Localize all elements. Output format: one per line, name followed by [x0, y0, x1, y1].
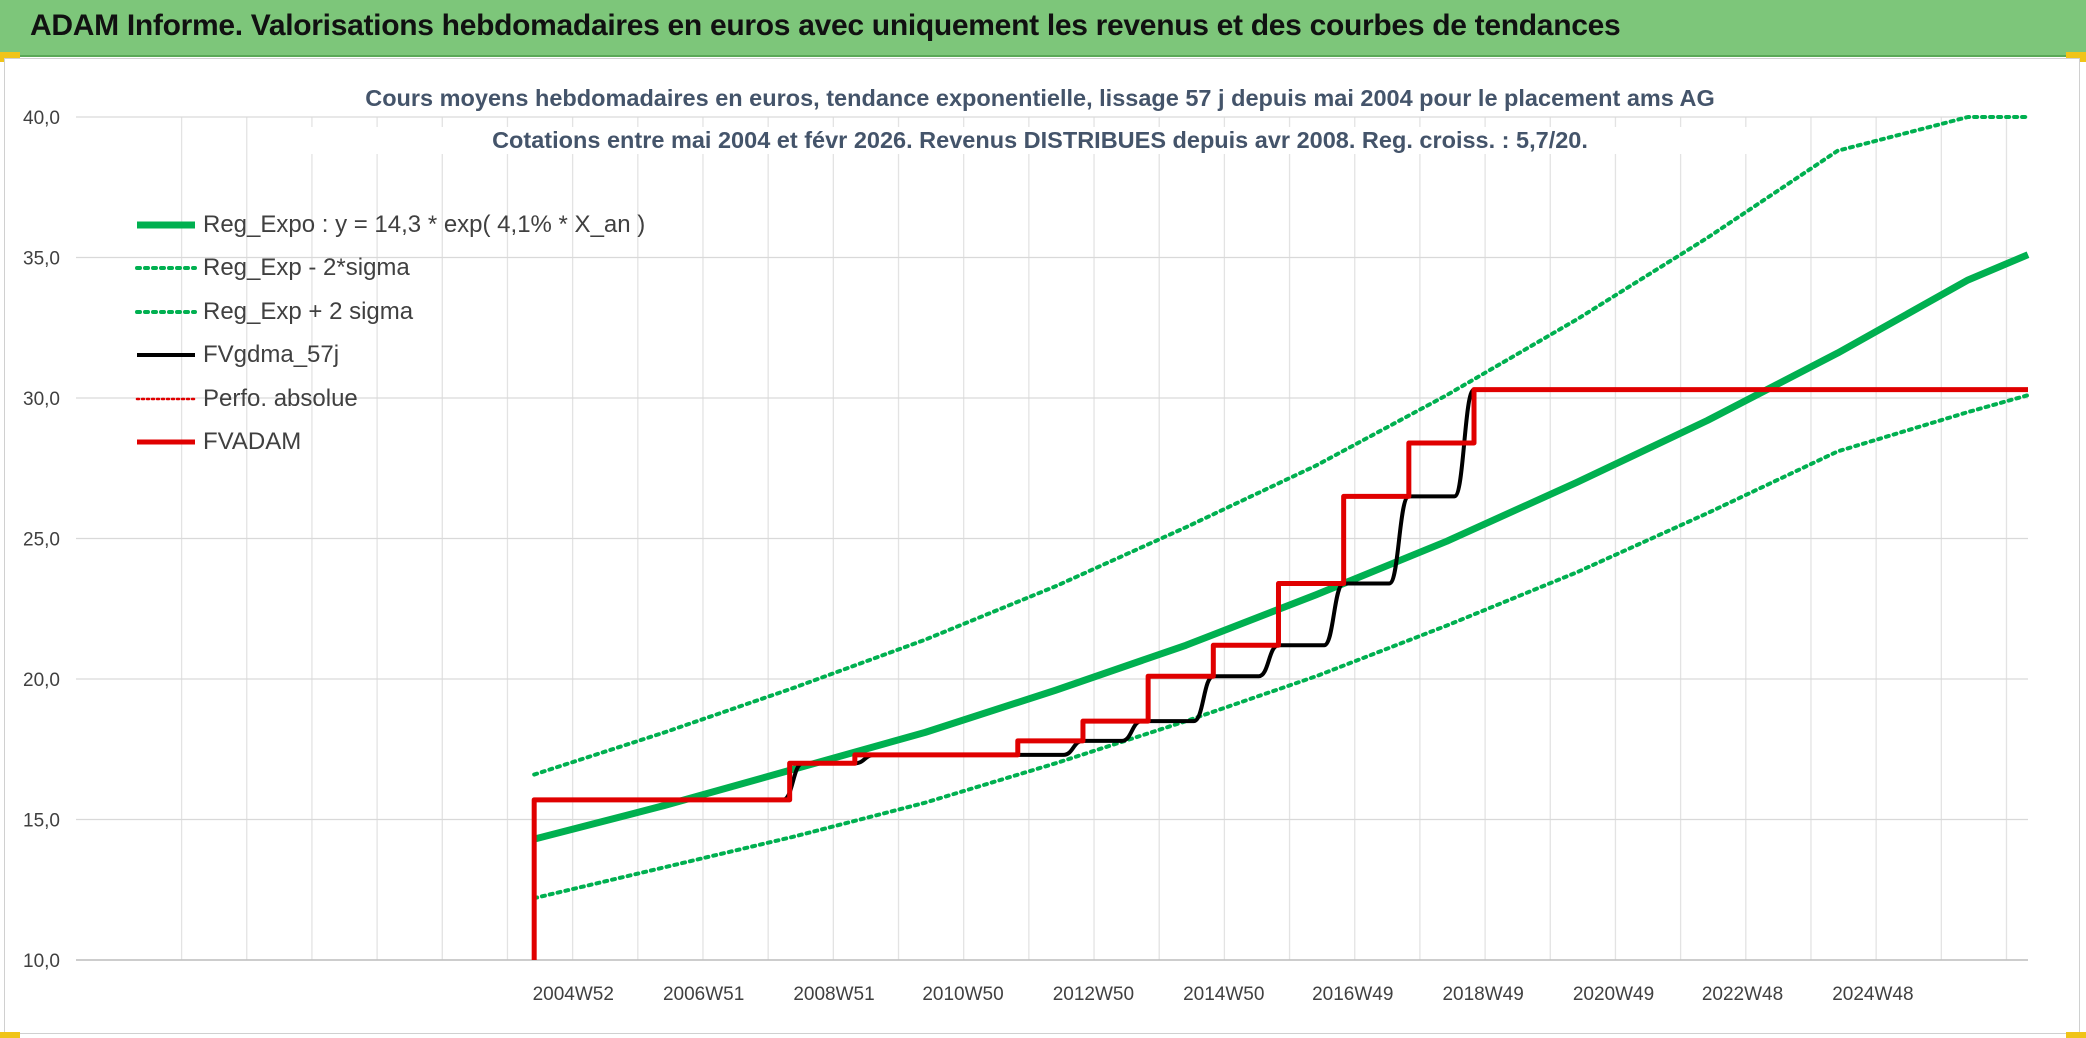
legend-swatch — [135, 437, 197, 447]
y-tick-label: 35,0 — [23, 249, 60, 270]
corner-accent-bottom-left — [0, 1032, 20, 1038]
chart-legend: Reg_Expo : y = 14,3 * exp( 4,1% * X_an )… — [135, 203, 645, 464]
x-tick-label: 2018W49 — [1442, 984, 1523, 1005]
legend-item: FVgdma_57j — [135, 334, 645, 378]
chart-title: Cours moyens hebdomadaires en euros, ten… — [300, 85, 1780, 112]
series-line-reg-exp-2-sigma — [532, 393, 2030, 901]
legend-label: Reg_Exp - 2*sigma — [203, 254, 410, 282]
y-tick-label: 20,0 — [23, 670, 60, 691]
corner-accent-top-left — [0, 52, 20, 62]
y-tick-label: 40,0 — [23, 108, 60, 129]
x-tick-label: 2016W49 — [1312, 984, 1393, 1005]
legend-item: FVADAM — [135, 421, 645, 465]
legend-swatch — [135, 220, 197, 230]
x-tick-label: 2012W50 — [1053, 984, 1134, 1005]
x-tick-label: 2014W50 — [1183, 984, 1264, 1005]
series-line-fvadam — [531, 387, 2028, 960]
y-tick-label: 30,0 — [23, 389, 60, 410]
legend-item: Perfo. absolue — [135, 377, 645, 421]
legend-label: Reg_Exp + 2 sigma — [203, 297, 414, 325]
legend-label: Perfo. absolue — [203, 384, 358, 412]
report-banner: ADAM Informe. Valorisations hebdomadaire… — [0, 0, 2086, 57]
series-line-reg-expo-y-14-3-exp-4-1-x-an — [533, 251, 2030, 843]
y-axis: 10,0 15,0 20,0 25,0 30,0 35,0 40,0 — [23, 108, 60, 972]
corner-accent-bottom-right — [2066, 1032, 2086, 1038]
y-tick-label: 25,0 — [23, 530, 60, 551]
series-line-fvgdma-57j — [534, 387, 2028, 802]
x-axis: 2004W52 2006W51 2008W51 2010W50 2012W50 2014W… — [76, 959, 2028, 1005]
series-layer — [531, 115, 2030, 960]
corner-accent-top-right — [2066, 52, 2086, 62]
legend-swatch — [135, 394, 197, 404]
x-tick-label: 2006W51 — [663, 984, 744, 1005]
x-tick-label: 2004W52 — [533, 984, 614, 1005]
legend-swatch — [135, 350, 197, 360]
x-tick-label: 2008W51 — [793, 984, 874, 1005]
chart-subtitle: Cotations entre mai 2004 et févr 2026. R… — [300, 127, 1780, 154]
legend-label: FVgdma_57j — [203, 341, 340, 369]
x-tick-label: 2010W50 — [922, 984, 1003, 1005]
legend-swatch — [135, 263, 197, 273]
legend-label: FVADAM — [203, 428, 302, 456]
x-tick-label: 2022W48 — [1702, 984, 1783, 1005]
legend-swatch — [135, 307, 197, 317]
report-title: ADAM Informe. Valorisations hebdomadaire… — [30, 9, 1621, 42]
y-tick-label: 10,0 — [23, 951, 60, 972]
x-tick-label: 2024W48 — [1832, 984, 1913, 1005]
legend-item: Reg_Exp + 2 sigma — [135, 290, 645, 334]
legend-label: Reg_Expo : y = 14,3 * exp( 4,1% * X_an ) — [203, 210, 646, 238]
series-line-reg-exp-2-sigma — [532, 115, 2030, 777]
y-tick-label: 15,0 — [23, 811, 60, 832]
legend-item: Reg_Expo : y = 14,3 * exp( 4,1% * X_an ) — [135, 203, 645, 247]
legend-item: Reg_Exp - 2*sigma — [135, 247, 645, 291]
x-tick-label: 2020W49 — [1573, 984, 1654, 1005]
